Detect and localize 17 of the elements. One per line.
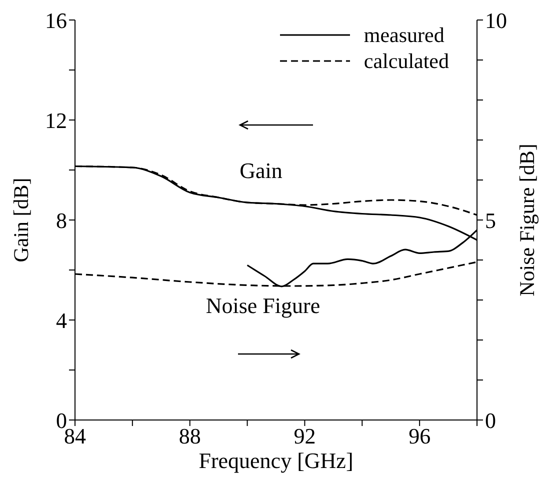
x-tick-label: 88 <box>178 424 201 449</box>
y-tick-label: 12 <box>45 108 67 133</box>
y-tick-label: 4 <box>56 308 67 333</box>
x-axis-title: Frequency [GHz] <box>198 448 354 473</box>
y2-axis-title: Noise Figure [dB] <box>515 144 539 296</box>
legend-label: calculated <box>364 48 449 74</box>
y-tick-label: 16 <box>45 8 67 33</box>
y-tick-label: 8 <box>56 208 67 233</box>
x-tick-label: 92 <box>294 424 316 449</box>
annotation: Noise Figure <box>206 293 320 318</box>
y2-tick-label: 0 <box>485 408 496 433</box>
legend-label: measured <box>364 22 444 48</box>
y2-tick-label: 10 <box>485 8 507 33</box>
annotation: Gain <box>240 158 282 183</box>
y-axis-title: Gain [dB] <box>9 178 33 262</box>
y2-tick-label: 5 <box>485 208 496 233</box>
x-tick-label: 96 <box>408 424 431 449</box>
